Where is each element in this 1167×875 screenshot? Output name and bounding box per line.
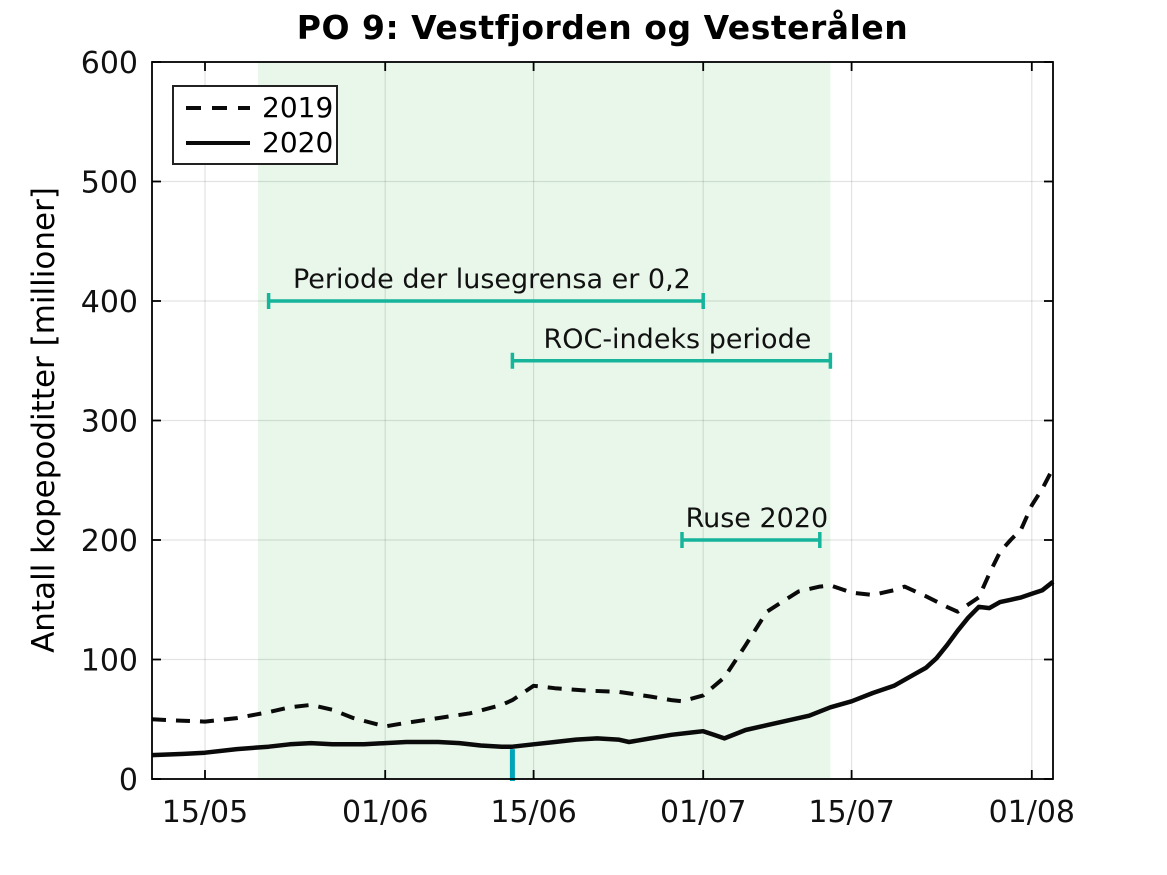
x-tick-label: 01/07	[660, 795, 746, 830]
y-tick-label: 400	[81, 285, 138, 320]
y-tick-label: 500	[81, 166, 138, 201]
legend-solid-line-sample	[186, 140, 250, 145]
x-tick-label: 01/08	[989, 795, 1075, 830]
series-line-2020	[151, 580, 1055, 758]
legend-dashed-line-sample	[186, 105, 250, 110]
x-tick-label: 15/05	[162, 795, 248, 830]
x-tick-label: 15/07	[808, 795, 894, 830]
y-tick-label: 0	[119, 763, 138, 798]
legend-entry-2020: 2020	[186, 125, 336, 159]
legend: 2019 2020	[172, 85, 338, 165]
series-line-2019	[151, 467, 1055, 729]
y-tick-label: 600	[81, 46, 138, 81]
legend-label-2019: 2019	[262, 90, 334, 124]
annotation-label-0: Periode der lusegrensa er 0,2	[293, 264, 691, 295]
legend-entry-2019: 2019	[186, 90, 336, 124]
y-tick-label: 200	[81, 524, 138, 559]
annotation-label-2: Ruse 2020	[686, 503, 829, 534]
annotation-label-1: ROC-indeks periode	[543, 324, 811, 355]
x-tick-label: 15/06	[490, 795, 576, 830]
y-tick-label: 100	[81, 644, 138, 679]
y-tick-label: 300	[81, 405, 138, 440]
x-tick-label: 01/06	[342, 795, 428, 830]
chart-title: PO 9: Vestfjorden og Vesterålen	[296, 8, 909, 47]
legend-label-2020: 2020	[262, 125, 334, 159]
